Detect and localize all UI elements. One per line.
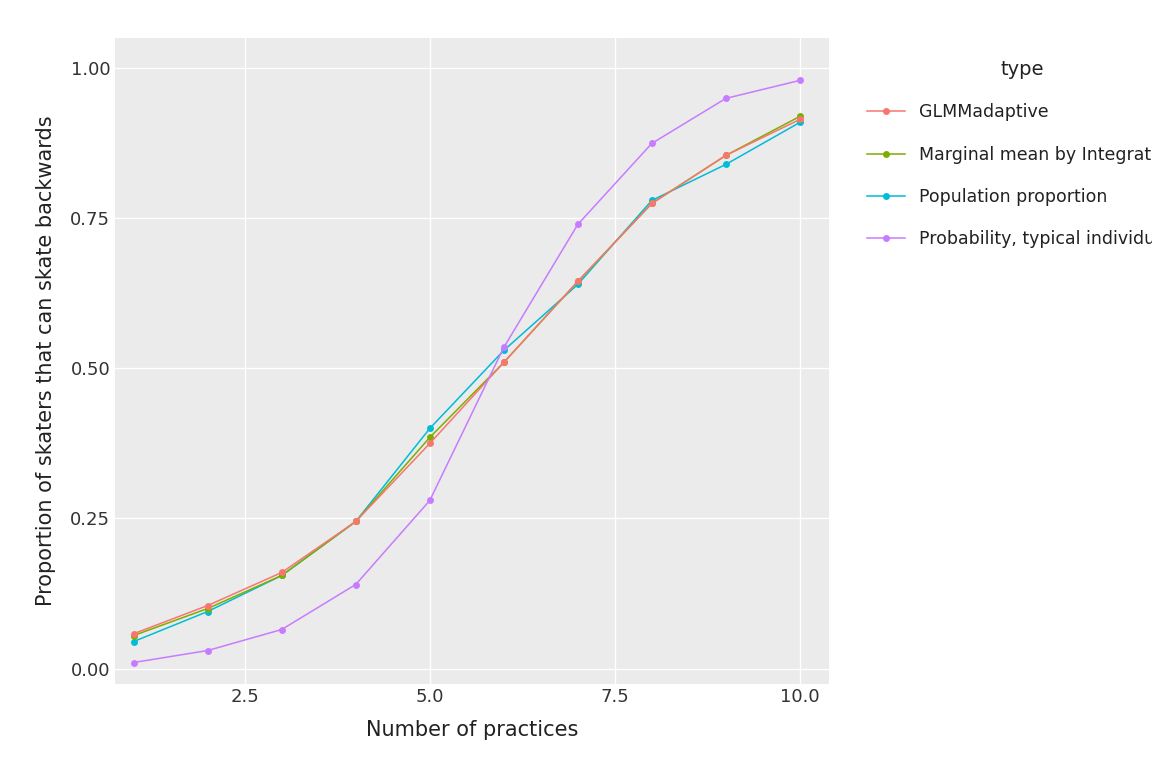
Population proportion [571, 280, 585, 289]
Population proportion [127, 637, 141, 646]
Population proportion [645, 196, 659, 205]
Probability, typical individual [497, 343, 510, 352]
X-axis label: Number of practices: Number of practices [366, 720, 578, 740]
Probability, typical individual [571, 220, 585, 229]
Population proportion [275, 571, 289, 580]
GLMMadaptive [793, 114, 806, 124]
Y-axis label: Proportion of skaters that can skate backwards: Proportion of skaters that can skate bac… [37, 116, 56, 606]
Population proportion [200, 607, 214, 616]
GLMMadaptive [497, 358, 510, 367]
GLMMadaptive [719, 151, 733, 160]
Population proportion [793, 118, 806, 127]
GLMMadaptive [571, 276, 585, 286]
Population proportion [497, 346, 510, 355]
Marginal mean by Integration [793, 112, 806, 121]
Marginal mean by Integration [571, 276, 585, 286]
Probability, typical individual [349, 580, 363, 589]
Marginal mean by Integration [200, 604, 214, 613]
Marginal mean by Integration [497, 358, 510, 367]
Probability, typical individual [645, 139, 659, 148]
Probability, typical individual [793, 76, 806, 85]
Marginal mean by Integration [719, 151, 733, 160]
Legend: GLMMadaptive, Marginal mean by Integration, Population proportion, Probability, : GLMMadaptive, Marginal mean by Integrati… [858, 51, 1152, 257]
Probability, typical individual [275, 625, 289, 634]
Line: GLMMadaptive: GLMMadaptive [130, 116, 803, 637]
GLMMadaptive [200, 601, 214, 610]
Probability, typical individual [127, 658, 141, 667]
GLMMadaptive [275, 568, 289, 577]
Marginal mean by Integration [349, 517, 363, 526]
GLMMadaptive [423, 439, 437, 448]
Probability, typical individual [719, 94, 733, 103]
Population proportion [423, 424, 437, 433]
Marginal mean by Integration [127, 631, 141, 640]
GLMMadaptive [645, 199, 659, 208]
Probability, typical individual [200, 646, 214, 655]
Marginal mean by Integration [275, 571, 289, 580]
Marginal mean by Integration [645, 199, 659, 208]
Probability, typical individual [423, 496, 437, 505]
Population proportion [349, 517, 363, 526]
Marginal mean by Integration [423, 433, 437, 442]
Line: Marginal mean by Integration: Marginal mean by Integration [130, 113, 803, 639]
GLMMadaptive [127, 629, 141, 638]
Line: Probability, typical individual: Probability, typical individual [130, 77, 803, 666]
Line: Population proportion: Population proportion [130, 119, 803, 645]
Population proportion [719, 160, 733, 169]
GLMMadaptive [349, 517, 363, 526]
